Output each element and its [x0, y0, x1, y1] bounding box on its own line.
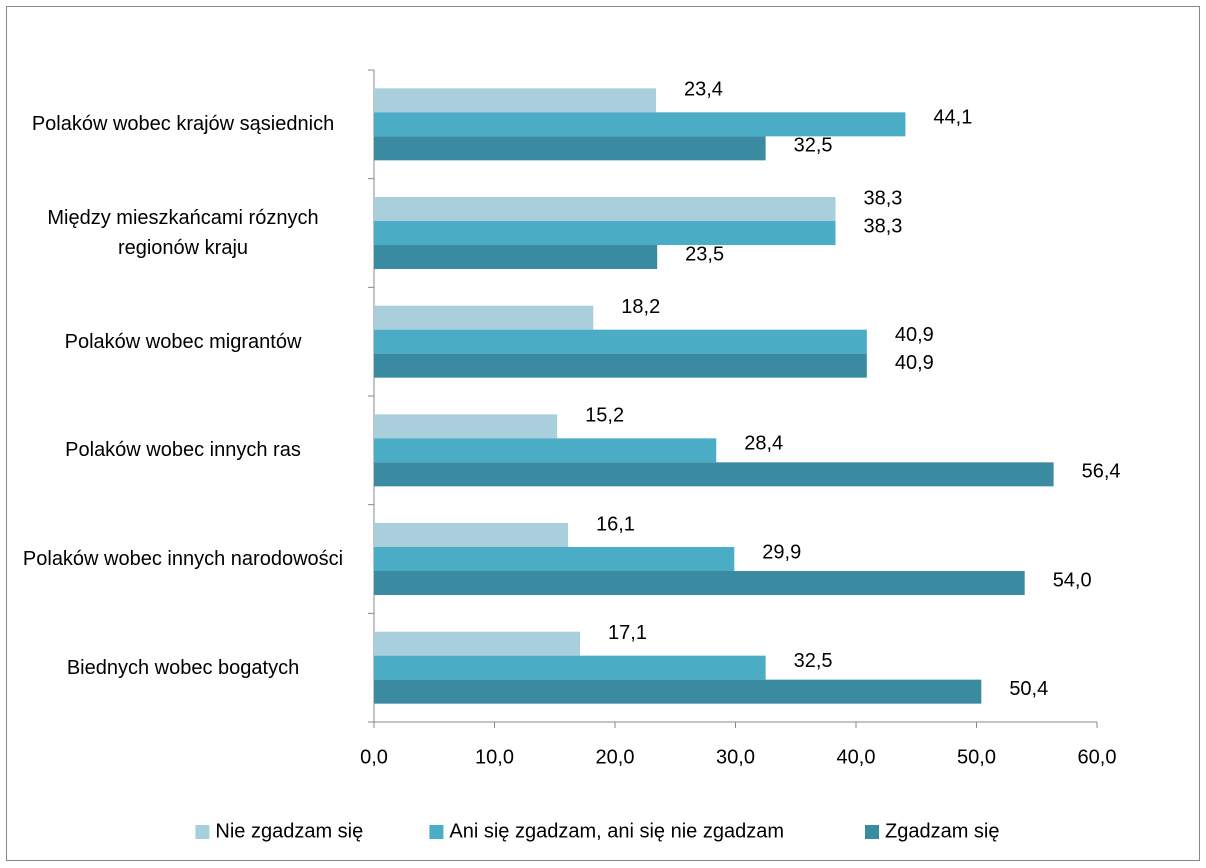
bar: [374, 462, 1054, 487]
data-label: 44,1: [933, 107, 972, 129]
bar: [374, 329, 867, 354]
category-label: Polaków wobec krajów sąsiednich: [31, 113, 335, 136]
data-label: 15,2: [585, 405, 624, 427]
data-label: 18,2: [621, 296, 660, 318]
data-label: 56,4: [1082, 461, 1121, 483]
chart-border: [6, 6, 1200, 861]
data-label: 28,4: [744, 433, 783, 455]
bar: [374, 523, 569, 547]
bar: [374, 655, 766, 680]
data-label: 32,5: [794, 135, 833, 157]
legend-label: Nie zgadzam się: [215, 820, 363, 842]
x-tick-label: 10,0: [475, 746, 514, 768]
data-label: 23,4: [684, 79, 723, 101]
category-label: Polaków wobec innych narodowości: [22, 548, 344, 570]
data-label: 23,5: [685, 243, 724, 265]
data-label: 32,5: [794, 650, 833, 672]
data-label: 29,9: [762, 541, 801, 563]
legend-swatch: [195, 825, 210, 839]
bar: [374, 414, 558, 439]
bar: [374, 571, 1025, 595]
data-label: 17,1: [608, 622, 647, 644]
data-label: 38,3: [864, 215, 903, 237]
x-tick-label: 20,0: [596, 746, 635, 768]
x-tick-label: 40,0: [837, 746, 876, 768]
data-label: 54,0: [1053, 569, 1092, 591]
legend-label: Ani się zgadzam, ani się nie zgadzam: [449, 820, 784, 842]
bar: [374, 679, 982, 704]
category-label: Polaków wobec innych ras: [65, 439, 301, 462]
category-label: Między mieszkańcami róznych regionów kra…: [47, 207, 319, 259]
x-tick-label: 30,0: [716, 746, 755, 768]
bar: [374, 197, 836, 221]
legend-swatch: [429, 825, 444, 839]
bar: [374, 547, 735, 571]
bar: [374, 112, 906, 137]
bar: [374, 136, 766, 161]
bar: [374, 221, 836, 245]
x-tick-label: 0,0: [360, 746, 388, 768]
category-label: Biednych wobec bogatych: [66, 656, 300, 679]
bar: [374, 631, 581, 656]
legend-swatch: [865, 825, 879, 839]
data-label: 40,9: [895, 352, 934, 374]
x-tick-label: 50,0: [957, 746, 996, 768]
data-label: 16,1: [596, 513, 635, 535]
data-label: 50,4: [1009, 678, 1048, 700]
bar: [374, 245, 658, 269]
category-label: Polaków wobec migrantów: [64, 330, 302, 353]
bar: [374, 305, 594, 330]
bar: [374, 438, 717, 463]
data-label: 40,9: [895, 324, 934, 346]
x-tick-label: 60,0: [1078, 746, 1117, 768]
bar: [374, 88, 656, 113]
data-label: 38,3: [864, 187, 903, 209]
bar: [374, 353, 867, 378]
legend-label: Zgadzam się: [885, 820, 1000, 842]
